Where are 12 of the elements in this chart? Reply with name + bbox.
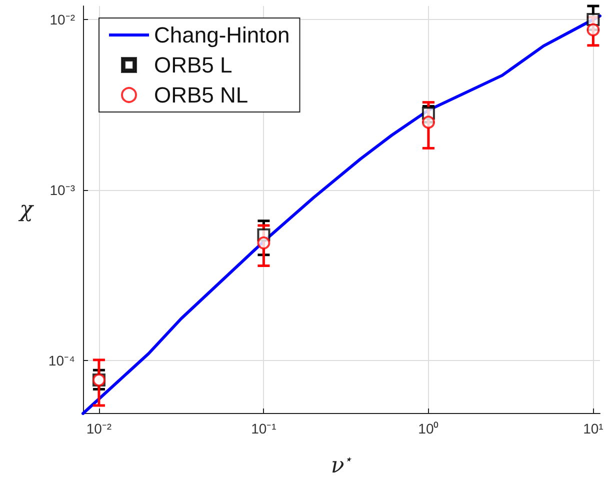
x-tick-label: 10⁻²: [86, 420, 112, 436]
legend-label: ORB5 L: [154, 52, 232, 78]
y-tick-label: 10⁻⁴: [48, 352, 75, 369]
y-tick-label: 10⁻³: [50, 182, 76, 198]
y-axis-title: χ: [18, 197, 35, 222]
x-tick-label: 10⁰: [418, 420, 439, 436]
legend-label: ORB5 NL: [154, 82, 248, 108]
y-tick-label: 10⁻²: [50, 12, 76, 28]
legend-label: Chang-Hinton: [154, 22, 290, 48]
x-tick-label: 10¹: [583, 420, 604, 436]
x-tick-label: 10⁻¹: [251, 420, 277, 436]
x-axis-title: ν⋆: [330, 452, 352, 478]
